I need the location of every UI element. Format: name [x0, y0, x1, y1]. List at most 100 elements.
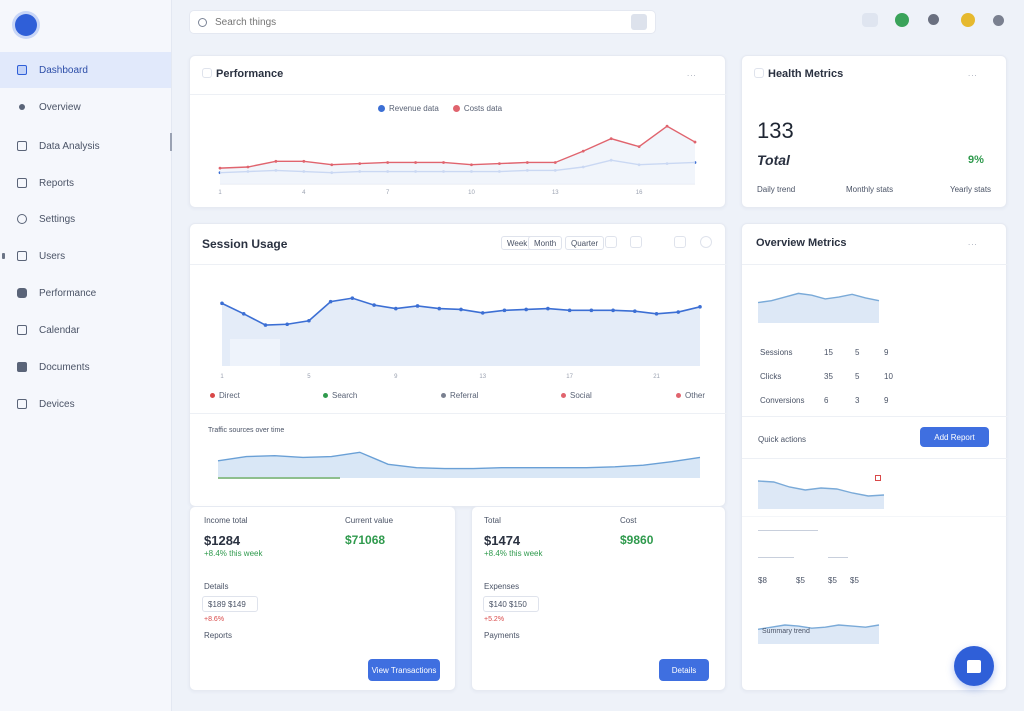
sidebar: Dashboard Overview Data Analysis Reports… — [0, 0, 172, 711]
data-point — [567, 308, 572, 313]
share-icon[interactable] — [630, 236, 642, 248]
data-point — [274, 159, 278, 163]
card-title: Health Metrics — [768, 68, 844, 80]
data-point — [246, 165, 250, 169]
settings-icon — [17, 214, 27, 224]
data-point — [611, 308, 615, 313]
sidebar-item-calendar[interactable]: Calendar — [0, 312, 171, 348]
data-point — [220, 301, 224, 306]
x-tick-label: 9 — [394, 374, 398, 380]
close-icon[interactable] — [875, 475, 881, 481]
card-more-button[interactable]: ... — [687, 69, 697, 78]
change-indicator: +8.6% — [204, 616, 225, 623]
performance-line-chart: 1 4 7 10 13 16 — [218, 124, 697, 196]
calendar-icon — [17, 325, 27, 335]
rewards-icon[interactable] — [961, 13, 975, 27]
data-point — [414, 161, 417, 164]
list-icon — [17, 141, 27, 151]
x-tick-label: 4 — [302, 190, 306, 196]
app-logo[interactable] — [15, 14, 37, 36]
session-usage-card: Session Usage Week Month Quarter 1 5 9 13 17… — [189, 223, 727, 507]
data-point — [263, 323, 268, 327]
amount-field[interactable]: $140 $150 — [483, 596, 539, 612]
series-area — [758, 293, 879, 323]
growth-indicator: +8.4% this week — [484, 549, 543, 558]
sidebar-item-label: Devices — [39, 398, 75, 410]
amount-field[interactable]: $189 $149 — [202, 596, 258, 612]
stat-value: $71068 — [345, 533, 386, 547]
action-label: Quick actions — [758, 435, 807, 444]
data-point — [665, 124, 669, 128]
data-point — [442, 161, 445, 164]
series-area — [220, 126, 695, 184]
search-input[interactable] — [215, 16, 631, 28]
sidebar-item-performance[interactable]: Performance — [0, 275, 171, 311]
section-label: Payments — [484, 631, 520, 640]
dot-icon — [19, 104, 25, 110]
sidebar-item-documents[interactable]: Documents — [0, 349, 171, 385]
data-point — [415, 304, 420, 308]
sidebar-item-dashboard[interactable]: Dashboard — [0, 52, 171, 88]
messages-icon[interactable] — [862, 13, 878, 27]
series-line — [219, 125, 696, 169]
sidebar-item-label: Documents — [39, 361, 90, 373]
legend-swatch-red — [452, 105, 460, 113]
x-tick-label: 1 — [220, 374, 224, 380]
status-icon[interactable] — [895, 13, 909, 27]
data-point — [470, 163, 473, 167]
view-transactions-button[interactable]: View Transactions — [368, 659, 440, 681]
session-legend: Direct Search Referral Social Other — [210, 391, 705, 400]
stat-label: Income total — [204, 516, 248, 525]
card-divider — [742, 416, 1008, 417]
card-divider — [190, 94, 727, 95]
card-more-button[interactable]: ... — [968, 238, 978, 247]
data-point — [437, 306, 442, 311]
data-point — [654, 312, 659, 316]
search-filter-button[interactable] — [631, 14, 647, 30]
sidebar-item-data-analysis[interactable]: Data Analysis — [0, 128, 171, 164]
series-area — [758, 625, 879, 644]
metric-label: Daily trend — [757, 185, 796, 194]
sidebar-resize-handle[interactable] — [170, 133, 172, 151]
data-point — [589, 308, 594, 313]
add-report-button[interactable]: Add Report — [920, 427, 989, 447]
data-point — [285, 322, 289, 327]
sidebar-item-overview[interactable]: Overview — [0, 89, 171, 125]
card-title: Session Usage — [202, 237, 288, 251]
search-icon — [198, 17, 207, 27]
options-icon[interactable] — [700, 236, 712, 248]
data-point — [546, 306, 550, 311]
series-area — [222, 298, 700, 366]
legend-item: Social — [561, 391, 676, 400]
profile-icon[interactable] — [993, 15, 1004, 26]
chart-legend: Revenue data Costs data — [378, 104, 502, 113]
data-point — [218, 166, 222, 170]
range-pill-quarter[interactable]: Quarter — [565, 236, 605, 250]
sidebar-item-label: Calendar — [39, 324, 80, 336]
expand-icon[interactable] — [674, 236, 686, 248]
details-button[interactable]: Details — [659, 659, 709, 681]
card-more-button[interactable]: ... — [968, 69, 978, 78]
x-tick-label: 10 — [468, 190, 475, 196]
sidebar-item-devices[interactable]: Devices — [0, 386, 171, 422]
section-label: Details — [204, 582, 229, 591]
range-pill-month[interactable]: Month — [528, 236, 563, 250]
performance-card: Performance ... Revenue data Costs data … — [189, 55, 727, 208]
data-point — [676, 310, 681, 314]
overview-metrics-card: Overview Metrics ... Sessions 15 5 9 Cli… — [741, 223, 1008, 691]
income-card: Income total $1284 Current value $71068 … — [189, 506, 456, 691]
sidebar-item-reports[interactable]: Reports — [0, 165, 171, 201]
x-tick-label: 7 — [386, 190, 390, 196]
search-bar[interactable] — [189, 10, 656, 34]
x-tick-label: 1 — [218, 190, 222, 196]
sidebar-item-settings[interactable]: Settings — [0, 201, 171, 237]
data-point — [525, 161, 529, 164]
notifications-icon[interactable] — [928, 14, 939, 25]
data-point — [350, 296, 355, 300]
card-title: Performance — [216, 68, 284, 80]
sidebar-item-users[interactable]: Users — [0, 238, 171, 274]
chat-button[interactable] — [954, 646, 994, 686]
download-icon[interactable] — [605, 236, 617, 248]
data-point — [328, 299, 333, 304]
x-tick-label: 17 — [566, 374, 573, 380]
